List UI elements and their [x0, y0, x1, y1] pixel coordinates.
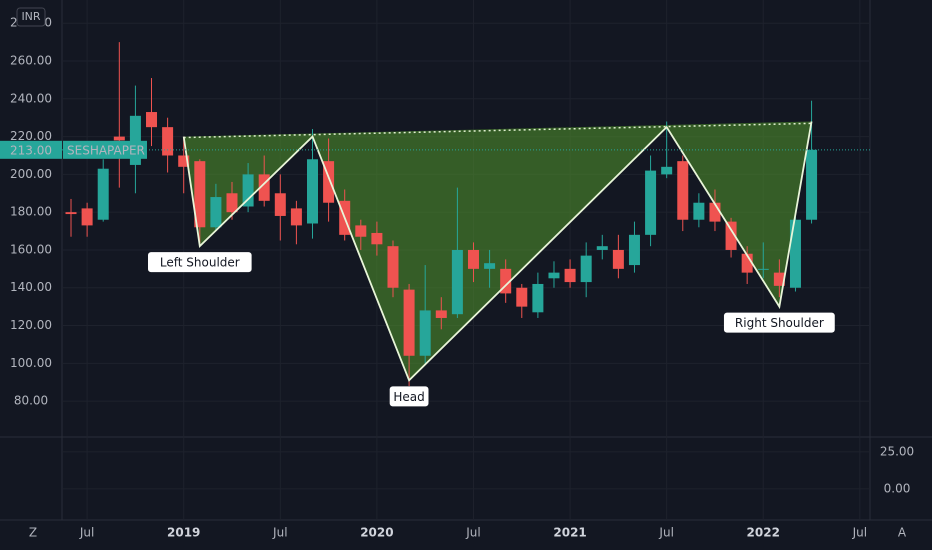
annotation-box [389, 386, 429, 407]
x-tick-label: 2019 [167, 526, 200, 540]
candle-body [773, 272, 785, 286]
x-tick-label: Jul [272, 526, 287, 540]
candle-body [210, 197, 222, 228]
x-tick-label: 2022 [747, 526, 780, 540]
y-tick-label: 120.00 [10, 318, 52, 332]
candle-body [355, 225, 367, 237]
candle-body [757, 268, 769, 270]
corner-label[interactable]: Z [29, 526, 37, 540]
candle-body [387, 246, 399, 288]
candle-body [435, 310, 447, 318]
candle-body [129, 115, 141, 165]
candle-body [258, 174, 270, 201]
candle-body [113, 136, 125, 141]
y-tick-label: 180.00 [10, 205, 52, 219]
candle-body [65, 212, 77, 215]
candle-body [323, 161, 335, 203]
symbol-box [63, 140, 147, 159]
annotation-label: Right Shoulder [735, 316, 824, 330]
candle-body [661, 166, 673, 175]
x-tick-label: Jul [852, 526, 867, 540]
y-tick-label: 100.00 [10, 356, 52, 370]
candle-body [548, 272, 560, 279]
y-tick-label: 200.00 [10, 167, 52, 181]
candle-body [81, 208, 93, 226]
candle-body [532, 283, 544, 313]
x-tick-label: Jul [465, 526, 480, 540]
annotation-label: Head [393, 390, 424, 404]
y-tick-label: 80.00 [14, 394, 48, 408]
lower-tick-label: 25.00 [880, 444, 914, 458]
candle-body [484, 263, 496, 269]
candle-body [242, 174, 254, 207]
candle-body [596, 246, 608, 250]
candle-body [709, 202, 721, 222]
pattern-fill [183, 121, 812, 381]
candle-body [789, 219, 801, 288]
candle-body [645, 170, 657, 235]
candle-body [612, 249, 624, 269]
y-tick-label: 140.00 [10, 280, 52, 294]
symbol-label: SESHAPAPER [67, 143, 145, 157]
annotation-box [148, 252, 252, 273]
candle-body [403, 289, 415, 356]
currency-label: INR [21, 10, 40, 23]
candle-body [178, 155, 190, 167]
candle-body [580, 255, 592, 283]
y-tick-label: 160.00 [10, 242, 52, 256]
candle-body [290, 208, 302, 226]
candle-body [806, 149, 818, 220]
candle-body [564, 268, 576, 283]
y-tick-label: 240.00 [10, 91, 52, 105]
pattern-line [182, 121, 813, 382]
candle-body [306, 159, 318, 224]
y-tick-label: 260.00 [10, 54, 52, 68]
candle-body [97, 168, 109, 220]
candle-body [451, 249, 463, 315]
candle-body [162, 127, 174, 156]
candle-body [500, 268, 512, 294]
currency-box [16, 7, 46, 27]
candle-body [628, 234, 640, 266]
annotation-box [723, 312, 835, 333]
y-tick-label: 220.00 [10, 129, 52, 143]
corner-label[interactable]: A [898, 526, 907, 540]
candle-body [467, 249, 479, 269]
lower-tick-label: 0.00 [884, 481, 911, 495]
annotation-label: Left Shoulder [160, 256, 240, 270]
candle-body [741, 253, 753, 273]
candle-body [274, 193, 286, 216]
candle-body [516, 287, 528, 307]
candle-body [419, 310, 431, 356]
last-price-box [0, 140, 62, 159]
candle-body [371, 232, 383, 245]
x-tick-label: Jul [658, 526, 673, 540]
candle-body [146, 112, 158, 128]
candle-body [725, 221, 737, 250]
candle-body [194, 161, 206, 228]
x-tick-label: 2020 [360, 526, 393, 540]
candle-body [226, 193, 238, 213]
candle-body [693, 202, 705, 220]
last-price-label: 213.00 [10, 143, 52, 157]
x-tick-label: 2021 [553, 526, 586, 540]
x-tick-label: Jul [79, 526, 94, 540]
candle-body [677, 161, 689, 220]
